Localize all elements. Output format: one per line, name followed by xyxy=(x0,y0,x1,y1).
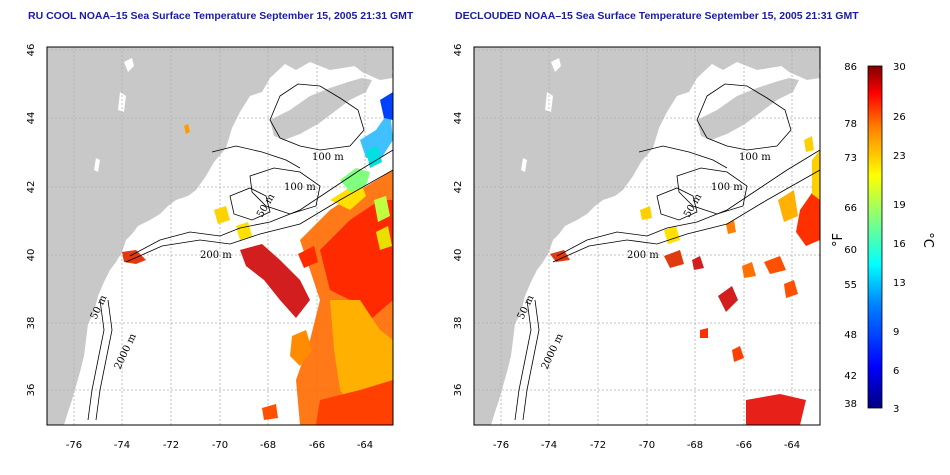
celsius-unit-label: °C xyxy=(920,232,935,248)
fahrenheit-tick-label: 86 xyxy=(844,62,857,73)
left-y-axis: 36 38 40 42 44 46 xyxy=(26,44,37,397)
x-tick-label: -72 xyxy=(590,440,606,451)
fahrenheit-ticks: 86 78 73 66 60 55 48 42 38 xyxy=(844,62,857,410)
fahrenheit-tick-label: 48 xyxy=(844,330,857,341)
celsius-tick-label: 16 xyxy=(893,239,906,250)
fahrenheit-tick-label: 38 xyxy=(844,399,857,410)
right-bathymetry-contours xyxy=(514,83,820,421)
contour-label: 100 m xyxy=(711,182,743,193)
x-tick-label: -64 xyxy=(357,440,373,451)
contour-label: 200 m xyxy=(627,250,659,261)
left-map-title: RU COOL NOAA–15 Sea Surface Temperature … xyxy=(28,10,414,22)
y-tick-label: 38 xyxy=(453,317,464,330)
newfoundland xyxy=(775,50,820,80)
right-x-axis: -76 -74 -72 -70 -68 -66 -64 xyxy=(493,440,800,451)
celsius-tick-label: 9 xyxy=(893,327,899,338)
y-tick-label: 44 xyxy=(453,112,464,125)
land-mass xyxy=(47,47,393,425)
right-map-title: DECLOUDED NOAA–15 Sea Surface Temperatur… xyxy=(455,10,859,22)
colorbar-gradient xyxy=(867,65,883,409)
contour-label: 100 m xyxy=(284,182,316,193)
y-tick-label: 46 xyxy=(453,44,464,57)
celsius-tick-label: 3 xyxy=(893,404,899,415)
y-tick-label: 36 xyxy=(26,384,37,397)
right-sst-patches xyxy=(550,136,820,425)
fahrenheit-tick-label: 55 xyxy=(844,280,857,291)
left-map-frame xyxy=(46,46,394,426)
y-tick-label: 44 xyxy=(26,112,37,125)
colorbar: 86 78 73 66 60 55 48 42 38 30 26 23 19 1… xyxy=(831,62,935,415)
contour-label: 200 m xyxy=(200,250,232,261)
x-tick-label: -66 xyxy=(736,440,752,451)
celsius-tick-label: 19 xyxy=(893,200,906,211)
y-tick-label: 42 xyxy=(453,181,464,194)
x-tick-label: -74 xyxy=(114,440,130,451)
right-y-axis: 36 38 40 42 44 46 xyxy=(453,44,464,397)
y-tick-label: 38 xyxy=(26,317,37,330)
x-tick-label: -68 xyxy=(260,440,276,451)
y-tick-label: 42 xyxy=(26,181,37,194)
fahrenheit-unit-label: °F xyxy=(831,233,846,247)
x-tick-label: -72 xyxy=(163,440,179,451)
y-tick-label: 40 xyxy=(26,249,37,262)
fahrenheit-tick-label: 42 xyxy=(844,371,857,382)
fahrenheit-tick-label: 66 xyxy=(844,203,857,214)
x-tick-label: -74 xyxy=(541,440,557,451)
contour-label: 100 m xyxy=(312,152,344,163)
newfoundland xyxy=(348,50,393,80)
fahrenheit-tick-label: 78 xyxy=(844,119,857,130)
fahrenheit-tick-label: 60 xyxy=(844,245,857,256)
y-tick-label: 40 xyxy=(453,249,464,262)
right-map-frame xyxy=(473,46,821,426)
left-x-axis: -76 -74 -72 -70 -68 -66 -64 xyxy=(66,440,373,451)
celsius-tick-label: 30 xyxy=(893,62,906,73)
celsius-ticks: 30 26 23 19 16 13 9 6 3 xyxy=(893,62,906,415)
x-tick-label: -64 xyxy=(784,440,800,451)
fahrenheit-tick-label: 73 xyxy=(844,153,857,164)
contour-label: 100 m xyxy=(739,152,771,163)
y-tick-label: 46 xyxy=(26,44,37,57)
x-tick-label: -70 xyxy=(212,440,228,451)
land-mass xyxy=(474,47,820,425)
x-tick-label: -70 xyxy=(639,440,655,451)
left-sst-patches xyxy=(122,92,393,425)
nova-scotia xyxy=(697,78,799,140)
left-bathymetry-contours xyxy=(87,83,393,421)
x-tick-label: -76 xyxy=(66,440,82,451)
right-map-panel: 100 m 100 m 50 m 200 m 50 m 2000 m -76 -… xyxy=(453,44,821,451)
celsius-tick-label: 6 xyxy=(893,366,899,377)
x-tick-label: -66 xyxy=(309,440,325,451)
nova-scotia xyxy=(270,78,372,140)
x-tick-label: -68 xyxy=(687,440,703,451)
celsius-tick-label: 26 xyxy=(893,112,906,123)
left-map-panel: 100 m 100 m 50 m 200 m 50 m 2000 m -76 -… xyxy=(26,44,394,451)
y-tick-label: 36 xyxy=(453,384,464,397)
x-tick-label: -76 xyxy=(493,440,509,451)
celsius-tick-label: 13 xyxy=(893,278,906,289)
celsius-tick-label: 23 xyxy=(893,151,906,162)
